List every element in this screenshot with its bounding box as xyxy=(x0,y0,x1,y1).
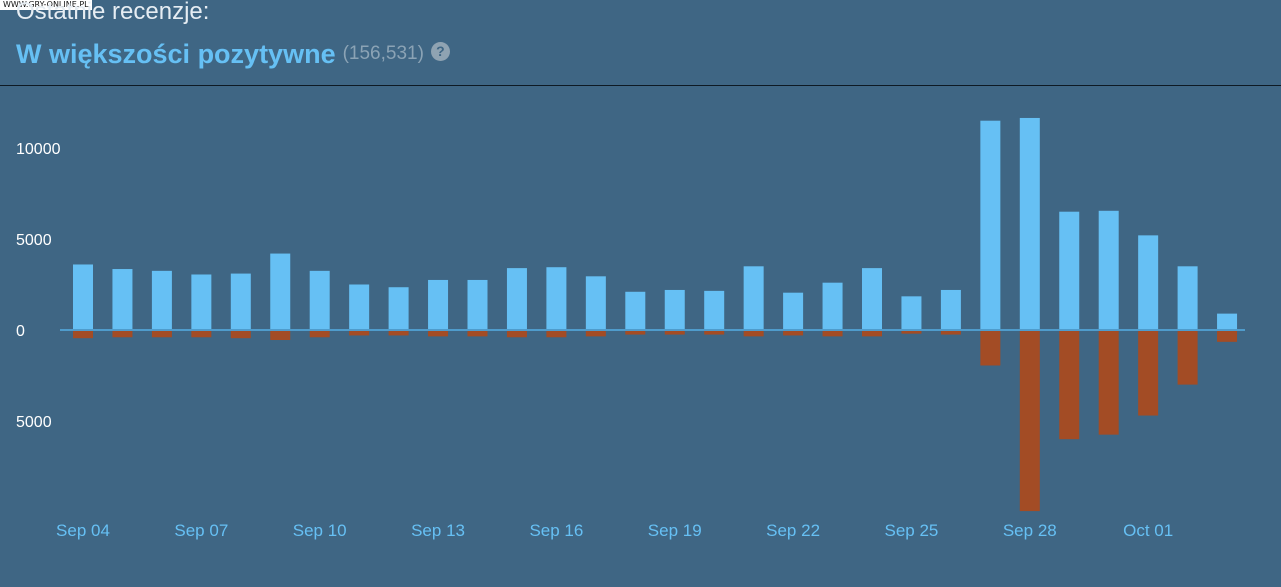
negative-bar[interactable] xyxy=(270,330,291,341)
positive-bar[interactable] xyxy=(980,120,1001,330)
x-tick-label[interactable]: Sep 16 xyxy=(529,521,583,540)
positive-bar[interactable] xyxy=(901,296,922,330)
watermark: WWW.GRY-ONLINE.PL xyxy=(0,0,92,10)
positive-bar[interactable] xyxy=(1059,211,1080,330)
negative-bar[interactable] xyxy=(112,330,133,338)
positive-bar[interactable] xyxy=(506,268,527,330)
positive-bar[interactable] xyxy=(862,268,882,330)
positive-bar[interactable] xyxy=(1177,266,1198,330)
x-tick-label[interactable]: Oct 01 xyxy=(1123,521,1173,540)
negative-bar[interactable] xyxy=(822,330,843,337)
positive-bar[interactable] xyxy=(704,290,725,330)
negative-bar[interactable] xyxy=(546,330,567,338)
review-summary: W większości pozytywne (156,531) ? xyxy=(16,36,450,72)
negative-bar[interactable] xyxy=(704,330,725,335)
positive-bar[interactable] xyxy=(388,287,409,330)
x-tick-label[interactable]: Sep 19 xyxy=(648,521,702,540)
negative-bar[interactable] xyxy=(1019,330,1040,512)
positive-bar[interactable] xyxy=(1138,235,1159,330)
negative-bar[interactable] xyxy=(309,330,330,338)
positive-bar[interactable] xyxy=(73,264,93,330)
x-tick-label[interactable]: Sep 28 xyxy=(1003,521,1057,540)
review-count: (156,531) xyxy=(342,43,424,64)
header-divider xyxy=(0,85,1281,86)
negative-bar[interactable] xyxy=(585,330,606,337)
negative-bar[interactable] xyxy=(901,330,922,334)
positive-bar[interactable] xyxy=(585,276,606,330)
x-tick-label[interactable]: Sep 07 xyxy=(174,521,228,540)
y-tick-label: 0 xyxy=(16,323,25,340)
negative-bar[interactable] xyxy=(980,330,1001,366)
positive-bar[interactable] xyxy=(822,282,843,330)
negative-bar[interactable] xyxy=(862,330,882,337)
x-tick-label[interactable]: Sep 04 xyxy=(56,521,110,540)
negative-bar[interactable] xyxy=(191,330,212,338)
negative-bar[interactable] xyxy=(506,330,527,338)
negative-bar[interactable] xyxy=(783,330,804,336)
positive-bar[interactable] xyxy=(428,279,449,330)
negative-bar[interactable] xyxy=(467,330,488,337)
negative-bar[interactable] xyxy=(743,330,764,337)
negative-bar[interactable] xyxy=(230,330,251,339)
positive-bar[interactable] xyxy=(151,270,172,330)
negative-bar[interactable] xyxy=(1059,330,1080,440)
negative-bar[interactable] xyxy=(1217,330,1238,342)
negative-bar[interactable] xyxy=(151,330,172,338)
negative-bar[interactable] xyxy=(388,330,409,336)
negative-bar[interactable] xyxy=(940,330,961,335)
positive-bar[interactable] xyxy=(783,292,804,330)
review-summary-label[interactable]: W większości pozytywne xyxy=(16,38,336,69)
positive-bar[interactable] xyxy=(743,266,764,330)
x-tick-label[interactable]: Sep 13 xyxy=(411,521,465,540)
y-tick-label: 10000 xyxy=(16,141,61,158)
x-tick-label[interactable]: Sep 25 xyxy=(885,521,939,540)
positive-bar[interactable] xyxy=(546,267,567,330)
positive-bar[interactable] xyxy=(191,274,212,330)
positive-bar[interactable] xyxy=(309,270,330,330)
y-tick-label: 5000 xyxy=(16,232,52,249)
negative-bar[interactable] xyxy=(1138,330,1159,416)
positive-bar[interactable] xyxy=(1019,117,1040,330)
negative-bar[interactable] xyxy=(1098,330,1119,435)
x-tick-label[interactable]: Sep 10 xyxy=(293,521,347,540)
positive-bar[interactable] xyxy=(664,289,685,330)
positive-bar[interactable] xyxy=(230,273,251,330)
positive-bar[interactable] xyxy=(625,291,646,330)
negative-bar[interactable] xyxy=(349,330,370,336)
positive-bar[interactable] xyxy=(467,279,488,330)
positive-bar[interactable] xyxy=(349,284,370,331)
positive-bar[interactable] xyxy=(1098,210,1119,330)
negative-bar[interactable] xyxy=(625,330,646,335)
section-title: Ostatnie recenzje: xyxy=(16,0,210,25)
y-tick-label: 5000 xyxy=(16,414,52,431)
x-tick-label[interactable]: Sep 22 xyxy=(766,521,820,540)
positive-bar[interactable] xyxy=(270,253,291,330)
negative-bar[interactable] xyxy=(428,330,449,337)
negative-bar[interactable] xyxy=(664,330,685,335)
question-icon[interactable]: ? xyxy=(430,41,450,61)
negative-bar[interactable] xyxy=(73,330,93,339)
positive-bar[interactable] xyxy=(940,289,961,330)
positive-bar[interactable] xyxy=(112,269,133,330)
negative-bar[interactable] xyxy=(1177,330,1198,385)
positive-bar[interactable] xyxy=(1217,313,1238,330)
